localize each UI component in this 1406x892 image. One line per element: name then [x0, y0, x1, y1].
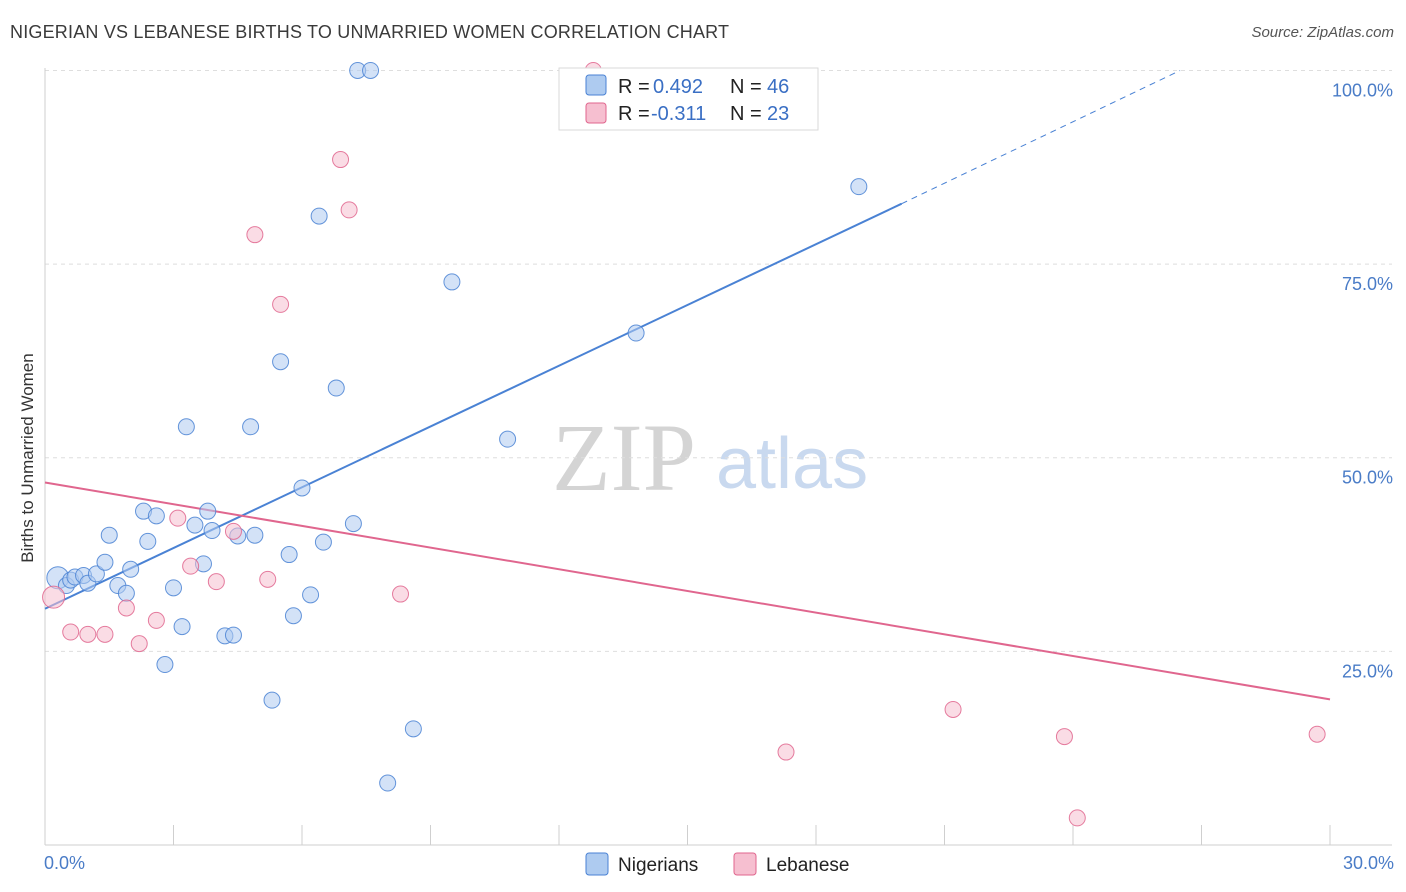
legend-r-label-lebanese: R = [618, 103, 650, 125]
data-point-nigerians [199, 502, 217, 520]
legend-r-value-lebanese: -0.311 [651, 103, 706, 125]
data-point-lebanese [340, 201, 358, 219]
data-point-nigerians [173, 618, 191, 636]
bottom-legend-label-nigerians: Nigerians [618, 855, 698, 876]
data-point-lebanese [777, 743, 795, 761]
data-point-nigerians [443, 273, 461, 291]
data-point-lebanese [944, 700, 962, 718]
data-point-nigerians [327, 379, 345, 397]
legend-r-label-nigerians: R = [618, 76, 650, 98]
data-point-nigerians [147, 507, 165, 525]
data-point-lebanese [1068, 809, 1086, 827]
data-point-nigerians [850, 178, 868, 196]
data-point-nigerians [224, 626, 242, 644]
data-point-lebanese [332, 151, 350, 169]
data-point-nigerians [96, 553, 114, 571]
x-tick-label-max: 30.0% [1343, 853, 1394, 873]
data-point-lebanese [224, 522, 242, 540]
data-point-nigerians [100, 526, 118, 544]
y-tick-label: 25.0% [1342, 661, 1393, 681]
data-point-lebanese [1055, 728, 1073, 746]
watermark-atlas: atlas [716, 424, 868, 504]
data-point-nigerians [242, 418, 260, 436]
legend-n-value-lebanese: 23 [767, 103, 789, 125]
data-point-lebanese [117, 599, 135, 617]
data-point-nigerians [310, 207, 328, 225]
data-point-lebanese [79, 625, 97, 643]
data-point-nigerians [379, 774, 397, 792]
data-point-lebanese [169, 509, 187, 527]
data-point-nigerians [122, 560, 140, 578]
data-point-lebanese [392, 585, 410, 603]
data-point-lebanese [207, 573, 225, 591]
data-point-nigerians [246, 526, 264, 544]
data-point-nigerians [404, 720, 422, 738]
data-point-lebanese [259, 570, 277, 588]
data-point-nigerians [165, 579, 182, 597]
trend-line-nigerians [44, 202, 903, 610]
bottom-legend-swatch-lebanese [733, 852, 757, 876]
series-legend: Nigerians Lebanese [585, 852, 849, 876]
legend-n-value-nigerians: 46 [767, 76, 789, 98]
data-point-nigerians [139, 532, 157, 550]
y-axis-label: Births to Unmarried Women [18, 353, 37, 562]
data-point-lebanese [1308, 725, 1326, 743]
legend-swatch-nigerians [585, 74, 607, 96]
chart-source: Source: ZipAtlas.com [1251, 24, 1394, 41]
data-point-nigerians [263, 691, 281, 709]
data-point-nigerians [186, 516, 204, 534]
y-tick-label: 100.0% [1332, 80, 1393, 100]
correlation-legend: R = 0.492 N = 46 R = -0.311 N = 23 [558, 67, 819, 131]
bottom-legend-label-lebanese: Lebanese [766, 855, 849, 876]
legend-swatch-lebanese [585, 102, 607, 124]
data-point-lebanese [42, 585, 66, 609]
data-point-nigerians [314, 533, 332, 551]
data-point-nigerians [499, 430, 517, 448]
data-point-nigerians [302, 586, 320, 604]
data-point-lebanese [147, 611, 165, 629]
data-point-lebanese [246, 226, 264, 244]
trend-line-extension-nigerians [901, 70, 1181, 205]
data-point-nigerians [284, 607, 302, 625]
data-point-nigerians [272, 353, 290, 371]
y-tick-label: 75.0% [1342, 274, 1393, 294]
chart-title: NIGERIAN VS LEBANESE BIRTHS TO UNMARRIED… [10, 22, 730, 42]
y-tick-label: 50.0% [1342, 468, 1393, 488]
data-point-nigerians [117, 584, 135, 602]
data-point-lebanese [96, 625, 114, 643]
data-point-nigerians [293, 479, 311, 497]
data-point-lebanese [182, 557, 200, 575]
data-point-nigerians [344, 515, 362, 533]
data-point-nigerians [280, 546, 298, 564]
data-point-nigerians [627, 324, 645, 342]
data-point-nigerians [156, 656, 174, 674]
data-point-nigerians [362, 61, 380, 79]
data-point-lebanese [272, 295, 290, 313]
x-tick-label-min: 0.0% [44, 853, 85, 873]
data-point-nigerians [87, 565, 105, 583]
data-point-nigerians [203, 522, 221, 540]
data-point-lebanese [62, 623, 80, 641]
legend-r-value-nigerians: 0.492 [653, 76, 703, 98]
legend-n-label-nigerians: N = [730, 76, 762, 98]
trend-line-lebanese [44, 481, 1331, 701]
legend-n-label-lebanese: N = [730, 103, 762, 125]
bottom-legend-swatch-nigerians [585, 852, 609, 876]
data-point-lebanese [130, 635, 148, 653]
data-point-nigerians [177, 418, 195, 436]
